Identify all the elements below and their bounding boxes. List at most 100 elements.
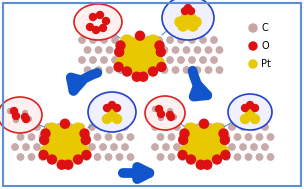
Circle shape	[63, 126, 76, 139]
Circle shape	[72, 137, 85, 150]
Circle shape	[205, 47, 212, 53]
Ellipse shape	[88, 92, 136, 132]
Circle shape	[45, 144, 51, 150]
Circle shape	[200, 37, 206, 43]
Circle shape	[106, 67, 113, 73]
Circle shape	[111, 144, 117, 150]
Circle shape	[84, 47, 91, 53]
Circle shape	[148, 67, 157, 76]
Circle shape	[28, 154, 35, 160]
Circle shape	[262, 144, 268, 150]
Circle shape	[123, 57, 129, 63]
Circle shape	[249, 42, 257, 50]
Circle shape	[202, 141, 215, 154]
Circle shape	[128, 67, 135, 73]
Circle shape	[240, 144, 246, 150]
Circle shape	[240, 124, 246, 130]
Circle shape	[250, 115, 260, 123]
Circle shape	[172, 47, 179, 53]
Circle shape	[218, 124, 224, 130]
Circle shape	[229, 144, 235, 150]
Circle shape	[78, 124, 84, 130]
Circle shape	[223, 154, 230, 160]
Circle shape	[194, 47, 201, 53]
Circle shape	[158, 115, 164, 121]
Circle shape	[23, 144, 29, 150]
Circle shape	[200, 57, 206, 63]
Circle shape	[72, 134, 79, 140]
Circle shape	[262, 124, 268, 130]
Circle shape	[161, 67, 168, 73]
Circle shape	[175, 17, 185, 27]
Circle shape	[189, 57, 195, 63]
Circle shape	[102, 18, 109, 25]
Circle shape	[234, 134, 241, 140]
Circle shape	[212, 154, 219, 160]
Circle shape	[157, 154, 164, 160]
Circle shape	[84, 67, 91, 73]
Circle shape	[23, 124, 29, 130]
Circle shape	[39, 150, 48, 160]
Circle shape	[28, 134, 35, 140]
Circle shape	[203, 160, 212, 169]
Circle shape	[219, 129, 228, 138]
Circle shape	[40, 136, 49, 145]
Circle shape	[90, 37, 96, 43]
Circle shape	[199, 119, 209, 128]
Circle shape	[210, 123, 223, 136]
Circle shape	[41, 129, 50, 138]
Circle shape	[167, 112, 174, 119]
Circle shape	[120, 35, 133, 48]
Circle shape	[185, 124, 191, 130]
Circle shape	[152, 144, 158, 150]
Circle shape	[196, 144, 202, 150]
Circle shape	[147, 35, 160, 48]
Circle shape	[246, 108, 254, 116]
Circle shape	[188, 8, 195, 15]
Circle shape	[124, 60, 137, 73]
Circle shape	[56, 144, 62, 150]
Circle shape	[46, 123, 58, 136]
Circle shape	[179, 134, 186, 140]
Circle shape	[54, 126, 67, 139]
Circle shape	[234, 154, 241, 160]
Circle shape	[112, 115, 122, 123]
Text: C: C	[261, 23, 268, 33]
Circle shape	[133, 61, 147, 74]
Circle shape	[157, 62, 166, 71]
Circle shape	[67, 148, 81, 161]
Circle shape	[120, 49, 133, 62]
Circle shape	[45, 124, 51, 130]
Circle shape	[143, 60, 156, 73]
Circle shape	[34, 144, 40, 150]
Circle shape	[229, 124, 235, 130]
Circle shape	[11, 108, 18, 115]
Circle shape	[256, 134, 263, 140]
Circle shape	[267, 154, 274, 160]
Circle shape	[54, 141, 67, 154]
Circle shape	[58, 133, 71, 146]
Circle shape	[57, 160, 66, 169]
Circle shape	[127, 134, 134, 140]
Circle shape	[89, 124, 95, 130]
Circle shape	[256, 154, 263, 160]
Circle shape	[196, 160, 205, 169]
Ellipse shape	[74, 4, 122, 40]
Circle shape	[205, 67, 212, 73]
Circle shape	[212, 134, 219, 140]
Circle shape	[138, 38, 151, 51]
Circle shape	[94, 134, 101, 140]
Circle shape	[60, 119, 70, 128]
Circle shape	[171, 115, 177, 119]
Circle shape	[113, 105, 120, 112]
Circle shape	[143, 46, 156, 59]
Circle shape	[145, 57, 151, 63]
Circle shape	[188, 148, 201, 161]
Circle shape	[240, 115, 250, 123]
Circle shape	[83, 154, 90, 160]
Circle shape	[77, 145, 90, 158]
Ellipse shape	[145, 96, 185, 130]
Circle shape	[167, 57, 173, 63]
Circle shape	[134, 57, 140, 63]
Circle shape	[95, 67, 102, 73]
